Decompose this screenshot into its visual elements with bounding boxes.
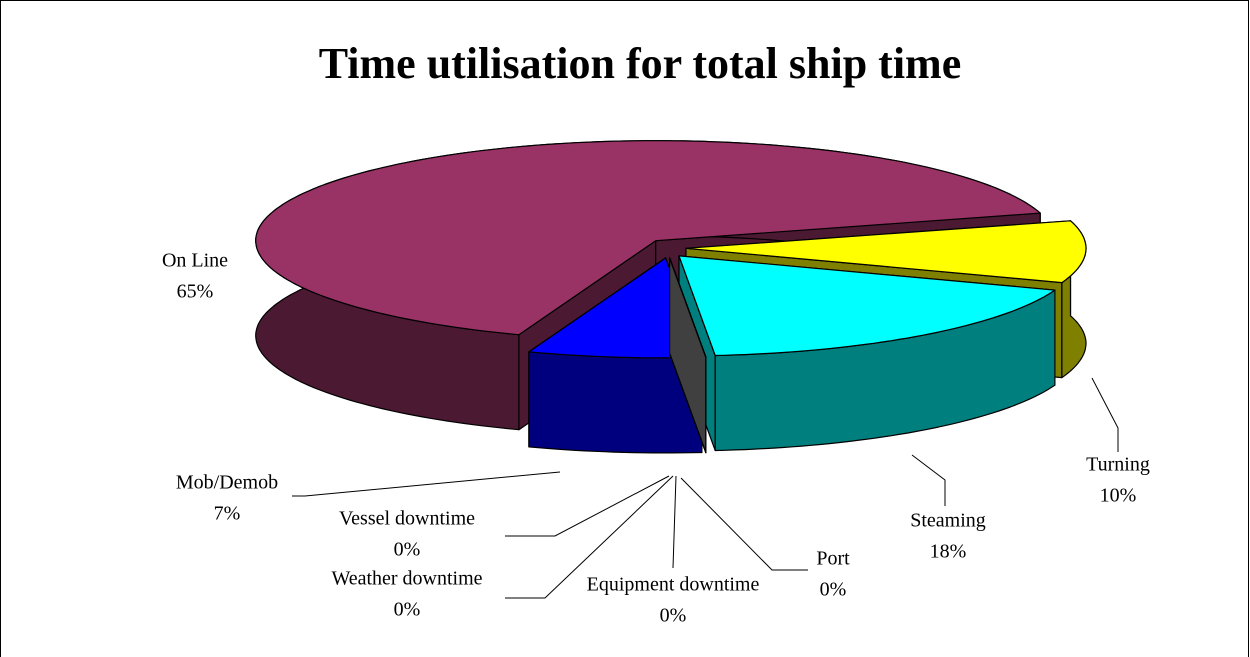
leader-line — [505, 475, 674, 599]
slice-label: Vessel downtime — [339, 508, 475, 530]
slice-label: Turning — [1086, 454, 1150, 476]
slice-value-label: 0% — [394, 539, 421, 561]
leader-line — [672, 475, 677, 569]
leader-line — [505, 475, 670, 537]
leader-line — [292, 471, 561, 497]
slice-value-label: 10% — [1100, 485, 1137, 507]
slice-label: Steaming — [910, 510, 986, 532]
leader-line — [1091, 377, 1119, 452]
slice-top — [685, 220, 1087, 284]
slice-label: Port — [816, 548, 850, 570]
slice-label: On Line — [162, 250, 228, 272]
slice-value-label: 18% — [930, 541, 967, 563]
slice-value-label: 65% — [177, 281, 214, 303]
slice-top — [255, 140, 1041, 336]
slice-label: Equipment downtime — [587, 574, 760, 596]
slice-value-label: 7% — [214, 503, 241, 525]
slice-label: Weather downtime — [331, 568, 482, 590]
leader-line — [680, 477, 808, 571]
slice-top — [678, 255, 1056, 357]
slice-value-label: 0% — [394, 599, 421, 621]
leader-line — [911, 454, 946, 506]
slice-value-label: 0% — [660, 605, 687, 627]
chart-title: Time utilisation for total ship time — [319, 39, 962, 88]
slice-top — [669, 257, 707, 359]
slice-value-label: 0% — [820, 579, 847, 601]
slice-label: Mob/Demob — [176, 472, 278, 494]
